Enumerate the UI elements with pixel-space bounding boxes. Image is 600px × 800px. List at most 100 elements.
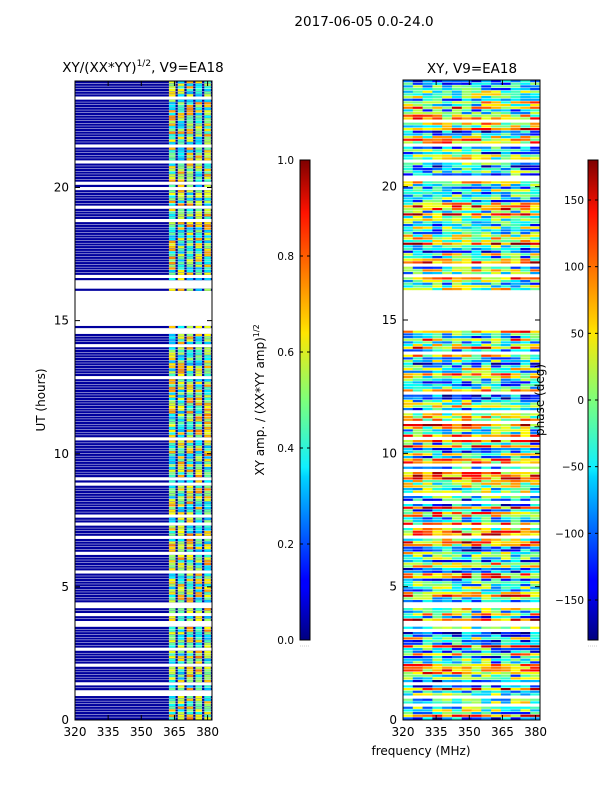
amp-cell bbox=[168, 397, 176, 401]
amp-cell bbox=[177, 357, 185, 361]
amp-cell bbox=[75, 680, 212, 683]
phase-cell bbox=[432, 368, 443, 371]
phase-cell bbox=[481, 709, 492, 712]
amp-cell bbox=[204, 565, 211, 568]
phase-cell bbox=[442, 154, 453, 157]
phase-cell bbox=[461, 642, 472, 645]
phase-cell bbox=[432, 474, 443, 477]
phase-cell bbox=[481, 330, 492, 333]
phase-cell bbox=[491, 386, 502, 389]
amp-cell bbox=[168, 262, 176, 265]
phase-cell bbox=[432, 586, 443, 589]
phase-cell bbox=[491, 434, 502, 437]
amp-cell bbox=[186, 128, 194, 132]
phase-cell bbox=[491, 373, 502, 376]
amp-heatmap[interactable] bbox=[75, 81, 212, 720]
amp-cell bbox=[204, 352, 211, 355]
phase-cell bbox=[491, 277, 502, 280]
amp-cell bbox=[204, 629, 211, 632]
amp-cell bbox=[204, 544, 211, 547]
phase-cell bbox=[530, 658, 541, 661]
phase-cell bbox=[510, 381, 521, 384]
phase-cell bbox=[471, 370, 482, 373]
phase-cell bbox=[471, 474, 482, 477]
amp-cell bbox=[204, 126, 211, 129]
phase-cell bbox=[461, 608, 472, 611]
amp-cell bbox=[168, 222, 176, 225]
phase-cell bbox=[491, 474, 502, 477]
phase-cell bbox=[530, 370, 541, 373]
phase-cell bbox=[422, 141, 433, 144]
phase-cell bbox=[481, 693, 492, 696]
phase-cell bbox=[412, 402, 423, 405]
phase-cell bbox=[491, 685, 502, 688]
phase-cell bbox=[491, 232, 502, 235]
phase-cell bbox=[442, 552, 453, 555]
phase-cell bbox=[442, 258, 453, 261]
amp-cell bbox=[195, 200, 203, 203]
phase-cell bbox=[403, 688, 414, 691]
phase-cell bbox=[520, 173, 531, 176]
amp-cell bbox=[177, 496, 185, 499]
amp-cell bbox=[195, 120, 203, 124]
amp-cell bbox=[75, 259, 212, 262]
phase-cell bbox=[471, 466, 482, 469]
phase-cell bbox=[481, 517, 492, 520]
amp-cell bbox=[204, 270, 211, 273]
phase-cell bbox=[461, 405, 472, 408]
phase-cell bbox=[510, 261, 521, 264]
amp-cell bbox=[195, 451, 203, 454]
phase-cell bbox=[461, 557, 472, 560]
phase-cell bbox=[520, 530, 531, 533]
phase-cell bbox=[451, 250, 463, 253]
amp-cell bbox=[177, 626, 185, 629]
phase-cell bbox=[422, 474, 433, 477]
phase-cell bbox=[403, 152, 414, 155]
phase-cell bbox=[481, 362, 492, 365]
phase-heatmap[interactable] bbox=[403, 80, 541, 720]
amp-cell bbox=[204, 395, 211, 398]
amp-cell bbox=[204, 672, 211, 675]
phase-cell bbox=[461, 568, 472, 571]
phase-cell bbox=[500, 541, 511, 544]
amp-cell bbox=[204, 118, 211, 121]
amp-cell bbox=[186, 632, 194, 635]
phase-cell bbox=[481, 565, 492, 568]
phase-cell bbox=[471, 618, 482, 621]
phase-cell bbox=[500, 618, 511, 621]
phase-cell bbox=[422, 96, 433, 99]
phase-cell bbox=[451, 224, 463, 227]
phase-cell bbox=[520, 562, 531, 565]
amp-cell bbox=[204, 533, 211, 536]
amp-cell bbox=[204, 440, 211, 443]
amp-cell bbox=[204, 632, 211, 635]
phase-cell bbox=[461, 370, 472, 373]
amp-cell bbox=[168, 115, 176, 118]
phase-cell bbox=[403, 656, 414, 659]
phase-cell bbox=[451, 109, 463, 112]
amp-cell bbox=[177, 198, 185, 201]
phase-cell bbox=[520, 482, 531, 485]
amp-cell bbox=[204, 381, 211, 385]
phase-cell bbox=[530, 85, 541, 88]
phase-cell bbox=[432, 496, 443, 499]
phase-cell bbox=[442, 80, 453, 83]
phase-cell bbox=[491, 218, 502, 221]
phase-cell bbox=[500, 661, 511, 664]
phase-cell bbox=[432, 85, 443, 88]
phase-cell bbox=[432, 277, 443, 280]
amp-cell bbox=[195, 666, 203, 669]
amp-cell bbox=[204, 171, 211, 174]
amp-cell bbox=[177, 421, 185, 424]
phase-cell bbox=[412, 709, 423, 712]
phase-cell bbox=[510, 200, 521, 203]
amp-cell bbox=[186, 448, 194, 451]
phase-cell bbox=[461, 157, 472, 160]
amp-cell bbox=[168, 573, 176, 576]
amp-cell bbox=[168, 110, 176, 113]
phase-cell bbox=[471, 597, 482, 600]
phase-cell bbox=[530, 104, 541, 107]
amp-cell bbox=[168, 451, 176, 454]
amp-cell bbox=[186, 136, 194, 140]
phase-cell bbox=[510, 552, 521, 555]
